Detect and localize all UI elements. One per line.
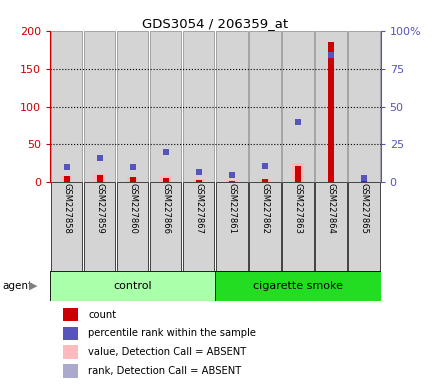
Bar xyxy=(292,164,303,182)
Bar xyxy=(117,182,148,271)
Bar xyxy=(259,179,270,182)
Bar xyxy=(327,42,333,182)
Bar xyxy=(127,177,138,182)
Bar xyxy=(216,182,247,271)
Bar xyxy=(183,182,214,271)
Text: GSM227866: GSM227866 xyxy=(161,183,170,234)
Bar xyxy=(51,31,82,182)
Bar xyxy=(348,31,379,182)
Bar xyxy=(63,364,78,377)
Bar xyxy=(282,31,313,182)
Bar xyxy=(360,179,366,182)
Bar xyxy=(150,182,181,271)
Text: cigarette smoke: cigarette smoke xyxy=(253,281,342,291)
Bar xyxy=(228,181,234,182)
Text: count: count xyxy=(88,310,116,319)
Bar xyxy=(160,176,171,182)
Text: rank, Detection Call = ABSENT: rank, Detection Call = ABSENT xyxy=(88,366,241,376)
Bar xyxy=(216,31,247,182)
Text: GSM227858: GSM227858 xyxy=(62,183,71,234)
Bar xyxy=(51,182,82,271)
Bar xyxy=(282,182,313,271)
Text: control: control xyxy=(113,281,151,291)
Text: percentile rank within the sample: percentile rank within the sample xyxy=(88,328,256,338)
Title: GDS3054 / 206359_at: GDS3054 / 206359_at xyxy=(142,17,288,30)
Bar xyxy=(249,182,280,271)
Bar xyxy=(84,31,115,182)
Bar xyxy=(183,31,214,182)
Bar xyxy=(315,182,346,271)
Bar xyxy=(150,31,181,182)
Bar xyxy=(63,308,78,321)
Bar xyxy=(249,31,280,182)
Bar xyxy=(63,327,78,340)
Bar xyxy=(50,271,215,301)
Bar xyxy=(61,176,72,182)
Bar xyxy=(162,178,168,182)
Bar xyxy=(226,180,237,182)
Text: GSM227865: GSM227865 xyxy=(359,183,368,234)
Bar xyxy=(63,345,78,359)
Bar xyxy=(215,271,380,301)
Text: agent: agent xyxy=(2,281,32,291)
Bar xyxy=(117,31,148,182)
Text: GSM227859: GSM227859 xyxy=(95,183,104,234)
Bar xyxy=(294,166,300,182)
Text: GSM227863: GSM227863 xyxy=(293,183,302,234)
Text: GSM227867: GSM227867 xyxy=(194,183,203,234)
Bar xyxy=(315,31,346,182)
Bar xyxy=(94,174,105,182)
Bar xyxy=(193,179,204,182)
Bar xyxy=(63,176,69,182)
Text: GSM227862: GSM227862 xyxy=(260,183,269,234)
Bar xyxy=(261,179,267,182)
Bar xyxy=(96,175,102,182)
Bar xyxy=(348,182,379,271)
Text: ▶: ▶ xyxy=(29,281,38,291)
Text: GSM227861: GSM227861 xyxy=(227,183,236,234)
Text: value, Detection Call = ABSENT: value, Detection Call = ABSENT xyxy=(88,347,246,357)
Text: GSM227864: GSM227864 xyxy=(326,183,335,234)
Text: GSM227860: GSM227860 xyxy=(128,183,137,234)
Bar xyxy=(84,182,115,271)
Bar xyxy=(195,180,201,182)
Bar xyxy=(129,177,135,182)
